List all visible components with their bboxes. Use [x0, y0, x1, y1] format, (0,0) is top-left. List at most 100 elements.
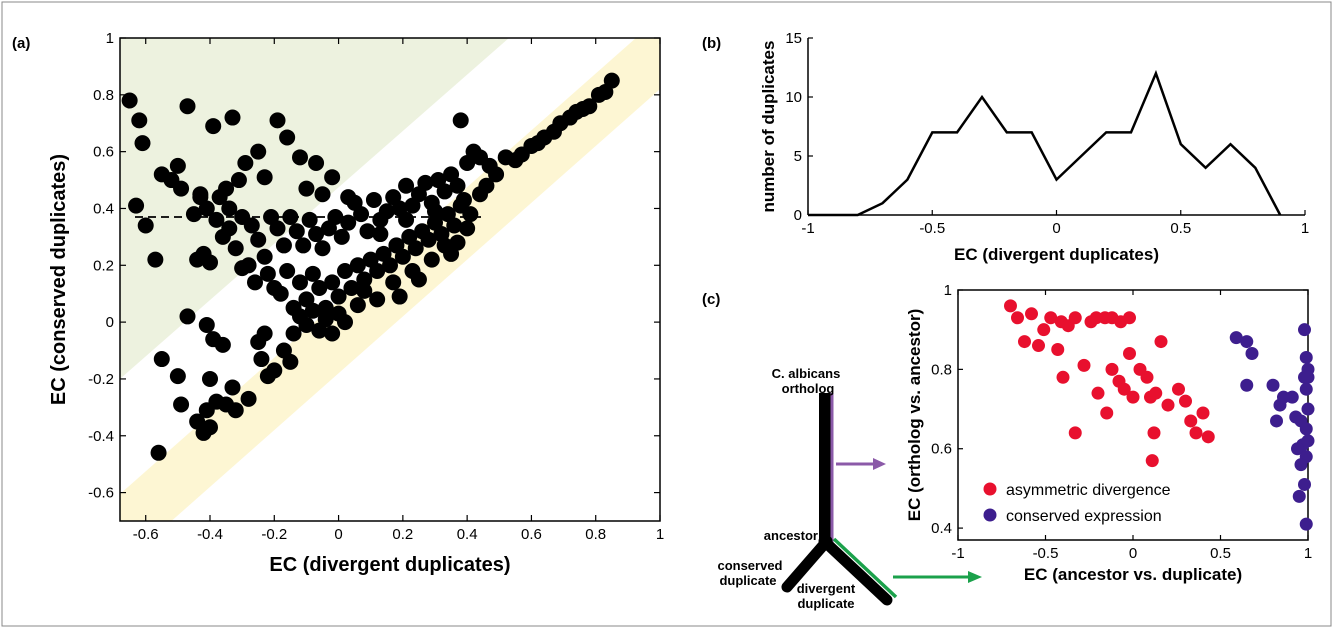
data-point	[1161, 398, 1175, 412]
panel-label-a: (a)	[12, 35, 30, 52]
data-point	[1291, 442, 1304, 456]
data-point	[317, 311, 334, 328]
data-point	[407, 240, 424, 257]
y-tick-label: 0	[106, 314, 114, 331]
data-point	[1266, 378, 1280, 392]
data-point	[1117, 382, 1131, 396]
data-point	[269, 112, 286, 129]
data-point	[247, 274, 263, 291]
data-point	[1184, 414, 1198, 428]
data-point	[282, 208, 299, 225]
x-tick-label: -0.2	[261, 526, 287, 543]
data-point	[179, 98, 196, 115]
data-point	[279, 262, 296, 279]
data-point	[227, 240, 244, 257]
data-point	[195, 424, 212, 441]
data-point	[185, 206, 202, 223]
data-point	[234, 208, 251, 225]
y-tick-label: 15	[785, 30, 802, 47]
data-point	[121, 92, 138, 109]
x-tick-label: 1	[1304, 545, 1312, 562]
x-tick-label: -0.5	[1033, 545, 1059, 562]
y-tick-label: 1	[944, 282, 952, 299]
x-tick-label: -0.4	[197, 526, 223, 543]
y-tick-label: -0.2	[88, 371, 114, 388]
data-point	[250, 231, 267, 248]
data-point	[1240, 378, 1254, 392]
y-tick-label: -0.6	[88, 485, 114, 502]
data-point	[298, 180, 315, 197]
x-tick-label: 1	[1301, 220, 1309, 237]
data-point	[1149, 386, 1163, 400]
data-point	[488, 166, 505, 183]
data-point	[356, 282, 373, 299]
data-point	[224, 109, 241, 126]
data-point	[1299, 382, 1313, 396]
data-point	[308, 226, 325, 243]
data-point	[285, 325, 302, 342]
data-point	[462, 206, 479, 223]
data-point	[1018, 335, 1031, 349]
data-point	[1240, 335, 1254, 349]
y-tick-label: -0.4	[88, 428, 114, 445]
data-point	[333, 228, 350, 245]
data-point	[314, 240, 331, 257]
data-point	[256, 248, 273, 265]
y-axis-label: number of duplicates	[759, 41, 778, 213]
data-point	[1068, 311, 1082, 325]
data-point	[369, 262, 386, 279]
data-point	[153, 351, 170, 368]
data-point	[1189, 426, 1203, 440]
data-point	[427, 203, 443, 220]
y-tick-label: 0.4	[93, 200, 114, 217]
y-tick-label: 0.8	[93, 87, 114, 104]
series-asymmetric	[1004, 299, 1215, 468]
data-point	[324, 325, 341, 342]
data-point	[259, 368, 276, 385]
data-point	[398, 177, 415, 194]
data-point	[1032, 339, 1045, 353]
data-point	[1123, 346, 1136, 360]
data-point	[1299, 350, 1313, 364]
data-point	[1154, 335, 1168, 349]
tree-label-divergent: divergent	[797, 581, 856, 596]
data-point	[1025, 307, 1038, 321]
data-point	[1201, 430, 1215, 444]
data-point	[349, 297, 366, 314]
x-tick-label: 0	[1129, 545, 1137, 562]
data-point	[349, 257, 366, 274]
data-point	[356, 271, 373, 288]
data-point	[314, 186, 331, 203]
legend: asymmetric divergence conserved expressio…	[983, 482, 1171, 525]
data-point	[147, 251, 164, 268]
data-point	[1172, 382, 1185, 396]
data-point	[394, 248, 411, 265]
data-point	[372, 226, 389, 243]
data-point	[1077, 358, 1091, 372]
data-point	[192, 189, 209, 206]
x-tick-label: -0.5	[919, 220, 945, 237]
data-point	[449, 177, 466, 194]
y-axis-label: EC (ortholog vs. ancestor)	[905, 309, 924, 522]
data-point	[256, 169, 273, 186]
data-point	[337, 314, 353, 331]
data-point	[410, 271, 427, 288]
x-tick-label: 0	[334, 526, 342, 543]
data-point	[202, 254, 218, 271]
data-point	[452, 112, 469, 129]
data-point	[446, 217, 463, 234]
x-axis-label: EC (divergent duplicates)	[954, 245, 1159, 264]
x-tick-label: 0.6	[521, 526, 542, 543]
data-point	[292, 274, 308, 291]
data-point	[1056, 370, 1070, 384]
y-tick-label: 0	[794, 207, 802, 224]
data-point	[275, 237, 292, 254]
x-tick-label: 0.2	[392, 526, 413, 543]
data-point	[327, 208, 344, 225]
data-point	[459, 220, 476, 237]
data-point	[304, 265, 321, 282]
legend-marker	[983, 482, 997, 496]
gene-tree-diagram: C. albicansorthologancestorconserveddupl…	[717, 366, 982, 611]
data-point	[221, 220, 238, 237]
